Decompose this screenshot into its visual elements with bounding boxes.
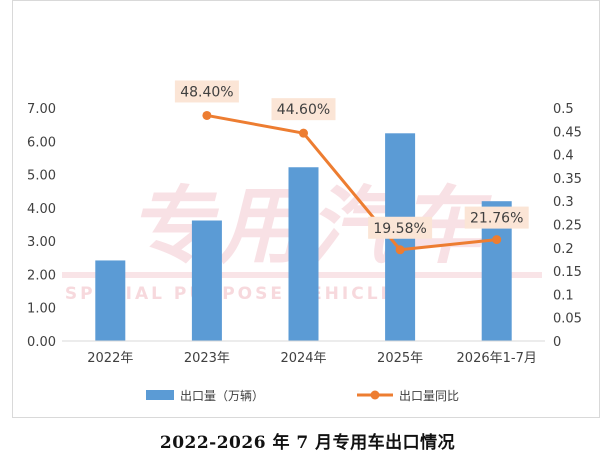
x-tick-label: 2022年 [87,351,133,366]
x-tick-label: 2025年 [377,351,423,366]
bar [95,260,126,341]
left-tick-label: 3.00 [27,235,56,250]
data-label-box [174,80,239,103]
left-tick-label: 1.00 [27,302,56,317]
left-tick-label: 0.00 [27,335,56,350]
right-tick-label: 0 [553,335,561,350]
data-label-box [464,206,529,229]
data-labels: 48.40% 44.60% 19.58% 21.76% [174,80,529,239]
legend-label-line: 出口量同比 [399,389,459,403]
data-label: 48.40% [180,84,233,100]
x-tick-label: 2024年 [280,351,326,366]
x-tick-label: 2026年1-7月 [457,351,537,366]
left-tick-label: 2.00 [27,268,56,283]
line-point [202,110,212,120]
left-tick-label: 6.00 [27,135,56,150]
legend-label-bar: 出口量（万辆） [180,389,264,403]
legend-swatch-marker [370,390,380,400]
right-tick-label: 0.05 [553,312,582,327]
left-tick-label: 5.00 [27,169,56,184]
right-tick-label: 0.4 [553,149,574,164]
bar-series [95,133,512,341]
line-path [206,113,497,252]
right-axis-ticks: 0 0.05 0.1 0.15 0.2 0.25 0.3 0.35 0.4 0.45 0.5 [553,102,582,350]
right-tick-label: 0.1 [553,288,574,303]
line-point [395,245,405,255]
right-tick-label: 0.25 [553,219,582,234]
right-tick-label: 0.45 [553,125,582,140]
left-axis-ticks: 0.00 1.00 2.00 3.00 4.00 5.00 6.00 7.00 [27,102,56,350]
legend-swatch-bar [146,390,174,400]
left-tick-label: 4.00 [27,202,56,217]
legend: 出口量（万辆） 出口量同比 [146,389,459,403]
right-tick-label: 0.35 [553,172,582,187]
right-tick-label: 0.15 [553,265,582,280]
right-tick-label: 0.3 [553,195,574,210]
data-label: 21.76% [470,211,523,227]
data-label: 19.58% [373,221,426,237]
right-tick-label: 0.2 [553,242,574,257]
bar [191,220,222,341]
combo-chart: 专用汽车 SPECIAL PURPOSE VEHICLE 0.001.002.0… [27,80,582,403]
line-series [202,110,502,255]
data-label: 44.60% [277,102,330,118]
line-point [299,128,308,138]
x-axis-labels: 2022年 2023年 2024年 2025年 2026年1-7月 [87,351,537,366]
chart-caption: 2022-2026 年 7 月专用车出口情况 [159,433,456,453]
data-label-box [368,216,433,239]
right-tick-label: 0.5 [553,102,574,117]
left-tick-label: 7.00 [27,102,56,117]
x-tick-label: 2023年 [184,351,230,366]
line-point [492,235,502,245]
bar [288,167,319,341]
data-label-box [271,98,336,121]
